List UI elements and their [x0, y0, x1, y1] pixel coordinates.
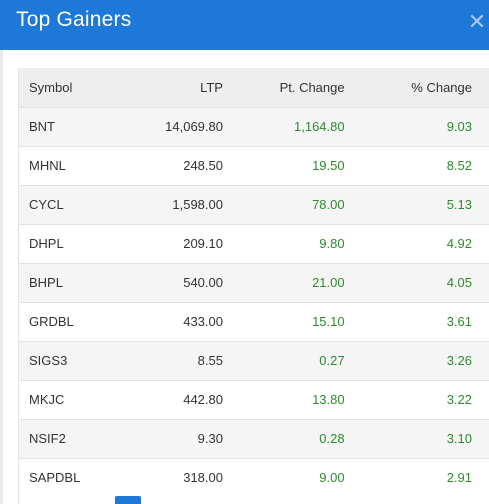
close-icon[interactable]: ✕ [467, 9, 487, 34]
cell-pct-change: 4.05 [446, 275, 472, 290]
cell-pt-change: 9.80 [319, 236, 345, 251]
cell-pct-change: 3.61 [446, 314, 472, 329]
cell-symbol: BHPL [29, 275, 63, 290]
column-header-symbol[interactable]: Symbol [29, 79, 73, 95]
cell-symbol: CYCL [29, 197, 64, 212]
table-row[interactable]: SIGS3 8.55 0.27 3.26 [19, 341, 489, 380]
cell-symbol: GRDBL [29, 314, 74, 329]
cell-ltp: 442.80 [183, 392, 223, 407]
column-header-pt-change[interactable]: Pt. Change [279, 79, 345, 95]
column-header-pct-change[interactable]: % Change [411, 79, 472, 95]
cell-pct-change: 5.13 [446, 197, 472, 212]
cell-pt-change: 21.00 [312, 275, 345, 290]
cell-symbol: SIGS3 [29, 353, 68, 368]
table-row[interactable]: MHNL 248.50 19.50 8.52 [19, 146, 489, 185]
column-header-ltp[interactable]: LTP [200, 79, 223, 95]
cell-pct-change: 8.52 [446, 158, 472, 173]
cell-symbol: BNT [29, 119, 55, 134]
cell-ltp: 9.30 [197, 431, 223, 446]
cell-pt-change: 0.27 [319, 353, 345, 368]
cell-pct-change: 4.92 [446, 236, 472, 251]
table-row[interactable]: NSIF2 9.30 0.28 3.10 [19, 419, 489, 458]
cell-pt-change: 78.00 [312, 197, 345, 212]
cell-pct-change: 3.10 [446, 431, 472, 446]
cell-symbol: NSIF2 [29, 431, 66, 446]
cell-pt-change: 13.80 [312, 392, 345, 407]
table-body: BNT 14,069.80 1,164.80 9.03 MHNL 248.50 19.50 8… [19, 107, 489, 497]
page-button-active[interactable] [115, 496, 141, 504]
table-row[interactable]: BNT 14,069.80 1,164.80 9.03 [19, 107, 489, 146]
cell-pct-change: 3.26 [446, 353, 472, 368]
cell-pt-change: 19.50 [312, 158, 345, 173]
cell-pt-change: 0.28 [319, 431, 345, 446]
cell-pct-change: 9.03 [446, 119, 472, 134]
table-row[interactable]: SAPDBL 318.00 9.00 2.91 [19, 458, 489, 497]
cell-ltp: 318.00 [183, 470, 223, 486]
modal-header: Top Gainers ✕ [0, 0, 489, 50]
table-row[interactable]: MKJC 442.80 13.80 3.22 [19, 380, 489, 419]
cell-pct-change: 3.22 [446, 392, 472, 407]
cell-pt-change: 9.00 [319, 470, 345, 486]
cell-ltp: 14,069.80 [165, 119, 223, 134]
modal-left-edge [0, 50, 3, 504]
cell-symbol: SAPDBL [29, 470, 81, 486]
cell-ltp: 433.00 [183, 314, 223, 329]
cell-ltp: 1,598.00 [172, 197, 223, 212]
pagination [0, 496, 489, 504]
cell-ltp: 540.00 [183, 275, 223, 290]
table-header-row: Symbol LTP Pt. Change % Change [19, 68, 489, 107]
cell-pt-change: 15.10 [312, 314, 345, 329]
cell-pct-change: 2.91 [446, 470, 472, 486]
cell-ltp: 248.50 [183, 158, 223, 173]
table-row[interactable]: CYCL 1,598.00 78.00 5.13 [19, 185, 489, 224]
cell-symbol: MKJC [29, 392, 65, 407]
cell-symbol: DHPL [29, 236, 64, 251]
gainers-table: Symbol LTP Pt. Change % Change BNT 14,069… [19, 68, 489, 497]
table-row[interactable]: GRDBL 433.00 15.10 3.61 [19, 302, 489, 341]
cell-ltp: 209.10 [183, 236, 223, 251]
gainers-table-container: Symbol LTP Pt. Change % Change BNT 14,069… [18, 68, 489, 504]
table-row[interactable]: DHPL 209.10 9.80 4.92 [19, 224, 489, 263]
cell-pt-change: 1,164.80 [294, 119, 345, 134]
cell-symbol: MHNL [29, 158, 66, 173]
table-row[interactable]: BHPL 540.00 21.00 4.05 [19, 263, 489, 302]
cell-ltp: 8.55 [197, 353, 223, 368]
modal-title: Top Gainers [16, 8, 132, 31]
